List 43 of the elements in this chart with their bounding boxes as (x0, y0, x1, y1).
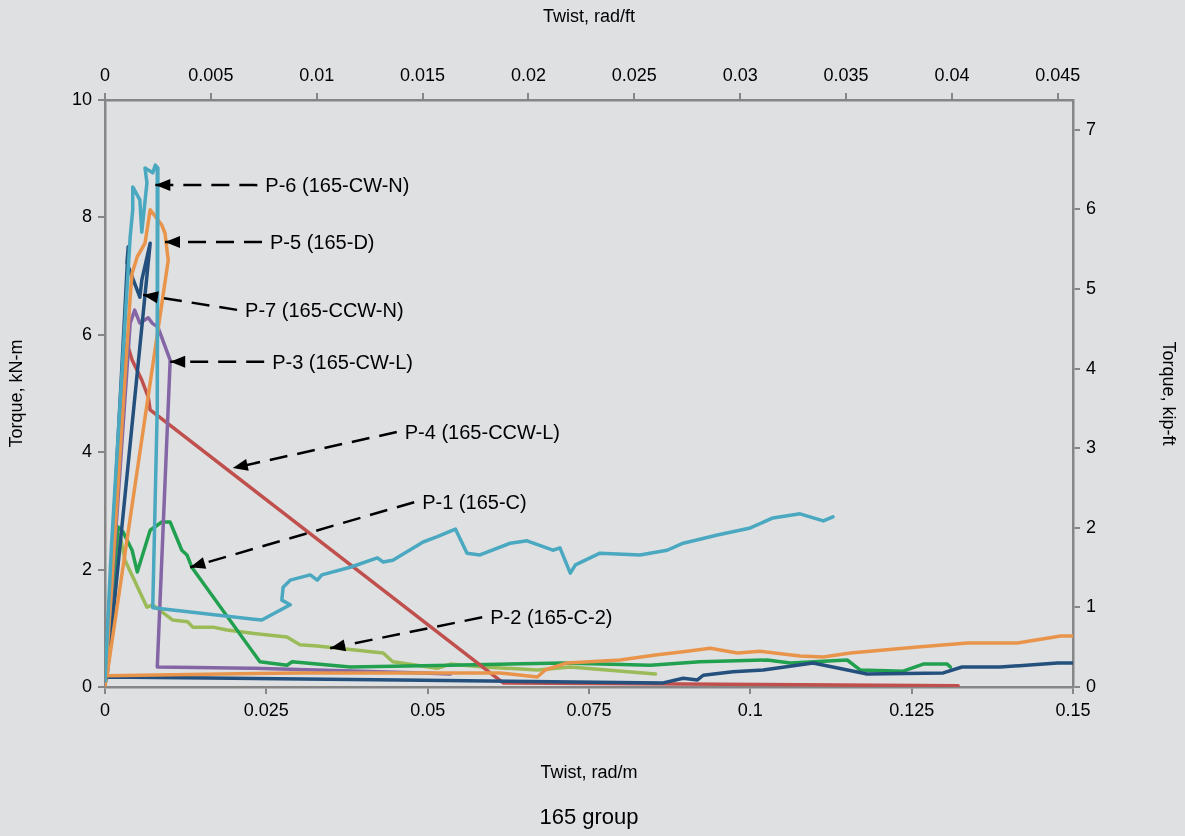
x2-tick-label: 0.03 (722, 65, 758, 86)
x-axis-title: Twist, rad/m (540, 762, 638, 783)
x2-axis-title: Twist, rad/ft (542, 5, 636, 26)
y2-tick-label: 1 (1086, 596, 1097, 617)
y-tick-label: 8 (81, 206, 92, 227)
y-tick-label: 2 (81, 558, 92, 579)
text: 165 group (539, 804, 639, 830)
x-tick-label: 0.15 (1055, 699, 1091, 720)
annotation: P-5 (165-D) (270, 231, 375, 254)
y2-axis-title: Torque, kip-ft (1159, 341, 1180, 446)
annotation: P-3 (165-CW-L) (272, 350, 413, 373)
annotation: P-6 (165-CW-N) (265, 174, 410, 197)
x2-tick-label: 0.01 (299, 65, 335, 86)
y-axis-title: Torque, kN-m (5, 339, 26, 448)
x2-tick-label: 0.025 (611, 65, 657, 86)
x-tick-label: 0.125 (889, 699, 935, 720)
annotation: P-7 (165-CCW-N) (245, 298, 404, 321)
x2-tick-label: 0.015 (400, 65, 446, 86)
y2-tick-label: 3 (1086, 437, 1097, 458)
annotation: P-4 (165-CCW-L) (404, 421, 560, 444)
y-tick-label: 4 (81, 441, 92, 462)
y-tick-label: 10 (71, 88, 92, 109)
x2-tick-label: 0.04 (934, 65, 970, 86)
y2-tick-label: 0 (1086, 675, 1097, 696)
y-tick-label: 0 (81, 675, 92, 696)
y2-tick-label: 7 (1086, 118, 1097, 139)
y2-tick-label: 5 (1086, 278, 1097, 299)
x2-tick-label: 0 (99, 65, 111, 86)
x2-tick-label: 0.035 (823, 65, 869, 86)
x2-tick-label: 0.045 (1035, 65, 1081, 86)
x-tick-label: 0.025 (243, 699, 289, 720)
y-tick-label: 6 (81, 323, 92, 344)
x-tick-label: 0.075 (566, 699, 612, 720)
x-tick-label: 0 (99, 699, 111, 720)
annotation: P-2 (165-C-2) (490, 606, 613, 629)
x2-tick-label: 0.005 (188, 65, 234, 86)
y2-tick-label: 4 (1086, 357, 1097, 378)
x-tick-label: 0.05 (410, 699, 446, 720)
y2-tick-label: 2 (1086, 516, 1097, 537)
y2-tick-label: 6 (1086, 198, 1097, 219)
x2-tick-label: 0.02 (510, 65, 546, 86)
x-tick-label: 0.1 (737, 699, 763, 720)
annotation: P-1 (165-C) (422, 491, 527, 514)
